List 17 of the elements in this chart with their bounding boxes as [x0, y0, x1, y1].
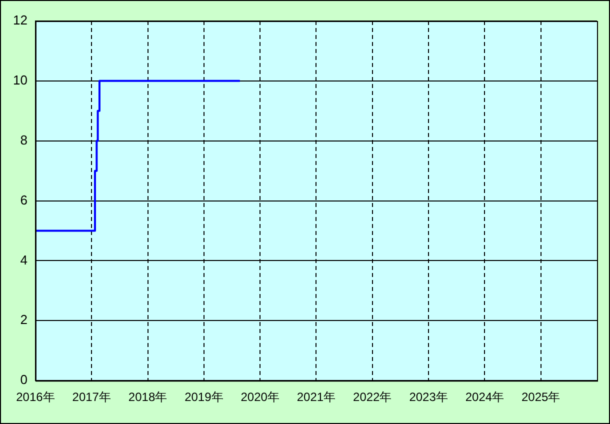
y-tick-label: 12 — [12, 12, 28, 28]
x-tick-label: 2024年 — [465, 390, 504, 404]
x-tick-label: 2022年 — [353, 390, 392, 404]
y-tick-label: 2 — [20, 312, 28, 328]
x-tick-label: 2016年 — [16, 390, 55, 404]
y-tick-label: 10 — [12, 72, 28, 88]
x-tick-label: 2023年 — [409, 390, 448, 404]
x-tick-label: 2019年 — [184, 390, 224, 404]
x-tick-label: 2017年 — [72, 390, 111, 404]
y-tick-label: 4 — [20, 252, 28, 268]
x-tick-label: 2018年 — [128, 390, 168, 404]
x-tick-label: 2020年 — [240, 390, 280, 404]
y-tick-label: 0 — [20, 372, 28, 388]
y-tick-label: 8 — [20, 132, 28, 148]
x-tick-label: 2021年 — [296, 390, 336, 404]
x-tick-label: 2025年 — [521, 390, 560, 404]
y-tick-label: 6 — [20, 192, 28, 208]
